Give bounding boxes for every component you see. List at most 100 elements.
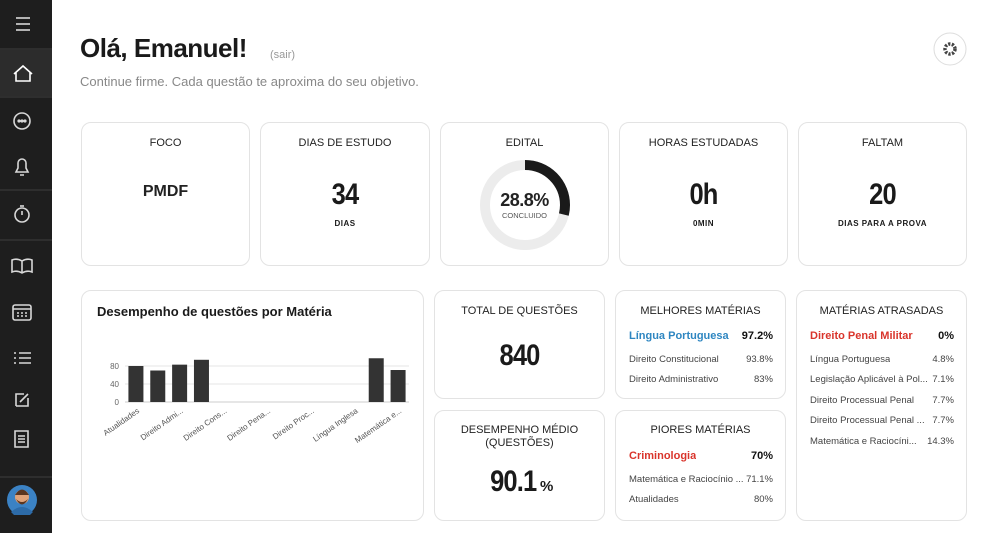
menu-icon[interactable]	[16, 17, 30, 31]
study-days-card: DIAS DE ESTUDO 34 DIAS	[260, 122, 430, 266]
calendar-icon[interactable]	[12, 304, 32, 321]
y-tick-label: 0	[115, 398, 120, 407]
list-row: Criminologia 70%	[629, 450, 773, 462]
x-tick-label: Direito Proc...	[271, 406, 316, 441]
timer-icon[interactable]	[14, 205, 30, 223]
x-tick-label: Direito Pena...	[225, 406, 272, 442]
subject-score: 93.8%	[746, 353, 773, 365]
average-unit: %	[540, 478, 554, 495]
remaining-unit: DIAS PARA A PROVA	[837, 219, 928, 228]
subject-name: Direito Processual Penal ...	[810, 415, 925, 426]
late-card: MATÉRIAS ATRASADAS Direito Penal Militar…	[796, 290, 967, 521]
subject-score: 80%	[753, 494, 773, 505]
bar	[128, 366, 144, 402]
card-title: DIAS DE ESTUDO	[298, 137, 392, 149]
notes-icon[interactable]	[14, 430, 29, 448]
subject-score: 70%	[750, 450, 773, 462]
chart-card: Desempenho de questões por Matéria 0 40 80…	[81, 290, 424, 521]
best-card: MELHORES MATÉRIAS Língua Portuguesa 97.2%…	[615, 290, 786, 399]
card-title: EDITAL	[505, 137, 544, 149]
bar	[193, 359, 209, 402]
list-row: Legislação Aplicável à Pol... 7.1%	[810, 374, 954, 385]
subject-name: Direito Administrativo	[629, 374, 719, 385]
card-title: FALTAM	[861, 137, 904, 149]
list-row: Direito Administrativo 83%	[629, 374, 773, 385]
subject-score: 7.7%	[932, 415, 954, 426]
x-tick-label: Atualidades	[102, 406, 141, 437]
list-row: Direito Processual Penal 7.7%	[810, 395, 954, 406]
list-row: Língua Portuguesa 97.2%	[629, 330, 773, 342]
sidebar-icons	[0, 17, 52, 515]
list-row: Direito Penal Militar 0%	[810, 330, 954, 342]
card-title: TOTAL DE QUESTÕES	[461, 305, 578, 317]
remaining-card: FALTAM 20 DIAS PARA A PROVA	[798, 122, 967, 266]
bar	[368, 358, 384, 402]
subject-score: 4.8%	[932, 353, 954, 365]
list-row: Matemática e Raciocínio ... 71.1%	[629, 474, 773, 485]
home-icon[interactable]	[13, 64, 33, 82]
settings-button[interactable]	[933, 32, 967, 66]
subject-name: Direito Processual Penal	[810, 394, 915, 406]
book-icon[interactable]	[11, 258, 33, 274]
subject-name: Criminologia	[629, 450, 697, 462]
edital-caption: CONCLUIDO	[501, 211, 547, 220]
total-card: TOTAL DE QUESTÕES 840	[434, 290, 605, 399]
subject-name: Legislação Aplicável à Pol...	[810, 374, 928, 385]
hours-unit: 0MIN	[692, 219, 715, 228]
list-row: Atualidades 80%	[629, 494, 773, 505]
chat-icon[interactable]	[13, 112, 31, 130]
sidebar	[0, 0, 52, 533]
average-value: 90.1	[489, 465, 537, 498]
subject-score: 7.1%	[932, 374, 954, 385]
total-value: 840	[499, 339, 540, 372]
x-tick-label: Direito Cons...	[182, 406, 229, 442]
card-title: FOCO	[149, 137, 182, 149]
card-title: HORAS ESTUDADAS	[648, 137, 759, 149]
edital-card: EDITAL 28.8% CONCLUIDO	[440, 122, 609, 266]
list-icon[interactable]	[14, 352, 31, 364]
subject-score: 97.2%	[741, 330, 773, 342]
study-days-unit: DIAS	[334, 219, 356, 228]
edital-donut	[480, 160, 570, 250]
subject-name: Língua Portuguesa	[629, 330, 729, 342]
y-tick-label: 80	[110, 362, 119, 371]
x-tick-label: Direito Admi...	[139, 406, 185, 442]
subject-score: 14.3%	[927, 435, 954, 447]
focus-value: PMDF	[142, 183, 189, 200]
remaining-value: 20	[869, 178, 897, 211]
average-line: 90.1%	[435, 465, 604, 499]
subtitle: Continue firme. Cada questão te aproxima…	[80, 74, 419, 89]
worst-card: PIORES MATÉRIAS Criminologia 70% Matemátic…	[615, 410, 786, 521]
chart-title: Desempenho de questões por Matéria	[97, 304, 333, 319]
logout-link[interactable]: (sair)	[270, 49, 296, 61]
card-title: MATÉRIAS ATRASADAS	[819, 305, 944, 317]
list-row: Língua Portuguesa 4.8%	[810, 354, 954, 365]
bar	[172, 364, 188, 402]
subject-score: 71.1%	[746, 473, 773, 485]
subject-name: Atualidades	[629, 494, 679, 505]
bar-chart: Desempenho de questões por Matéria 0 40 80…	[97, 304, 409, 445]
bar	[390, 370, 406, 402]
focus-card: FOCO PMDF	[81, 122, 250, 266]
list-row: Matemática e Raciocíni... 14.3%	[810, 436, 954, 447]
avatar[interactable]	[7, 485, 37, 515]
subject-score: 83%	[753, 374, 773, 385]
list-row: Direito Processual Penal ... 7.7%	[810, 415, 954, 426]
subject-name: Direito Penal Militar	[810, 330, 913, 342]
card-title: DESEMPENHO MÉDIO (QUESTÕES)	[460, 424, 579, 449]
subject-name: Matemática e Raciocínio ...	[629, 473, 744, 485]
y-tick-label: 40	[110, 380, 119, 389]
subject-name: Direito Constitucional	[629, 353, 719, 365]
bar	[150, 370, 166, 402]
card-title: MELHORES MATÉRIAS	[640, 305, 761, 317]
hours-value: 0h	[689, 178, 718, 211]
card-title: PIORES MATÉRIAS	[650, 424, 751, 436]
greeting: Olá, Emanuel!	[80, 33, 247, 63]
bell-icon[interactable]	[14, 158, 30, 176]
edital-percent: 28.8%	[500, 190, 549, 210]
average-card: DESEMPENHO MÉDIO (QUESTÕES) 90.1%	[434, 410, 605, 521]
study-days-value: 34	[331, 178, 360, 211]
edit-icon[interactable]	[15, 393, 29, 407]
hours-card: HORAS ESTUDADAS 0h 0MIN	[619, 122, 788, 266]
